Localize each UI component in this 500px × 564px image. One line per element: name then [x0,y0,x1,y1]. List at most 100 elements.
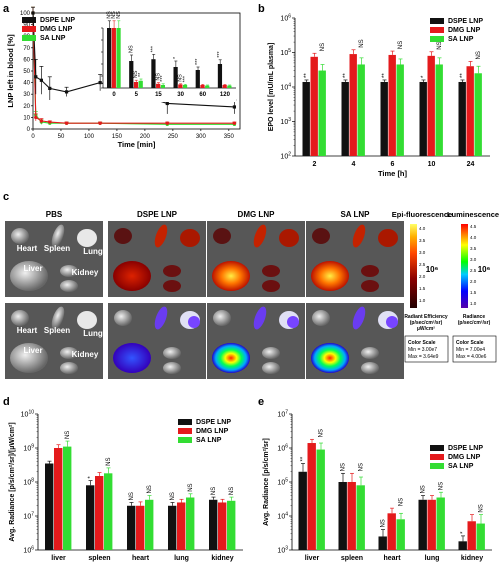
inset-bar [178,84,183,88]
image-tile [306,221,404,297]
y-axis-label: Avg. Radiance [p/s/cm²/sr] [263,438,270,526]
data-point [232,121,237,125]
bar [298,471,307,550]
category-label: kidney [461,555,483,562]
inset-bar [160,85,165,88]
bar [338,482,347,550]
bar [209,499,218,550]
bar [388,54,396,157]
significance-label: *** [182,75,188,82]
significance-label: NS [359,463,365,471]
bar [476,523,485,550]
bar [427,499,436,550]
legend-swatch [22,17,36,23]
inset-bar [205,85,210,88]
inset-bar [195,70,200,88]
heart-tissue [11,228,29,244]
organ-label: Kidney [72,268,99,277]
bar [474,73,482,156]
y-tick-label: 60 [23,57,30,63]
legend-entry: DSPE LNP [448,18,483,25]
x-axis-label: Time [h] [378,169,408,178]
significance-label: NS [319,429,325,437]
significance-label: NS [229,487,235,495]
spleen-tissue [352,306,366,330]
y-tick-label: 20 [23,104,30,110]
scale-exponent: 10⁶ [426,265,439,274]
bar [307,443,316,550]
kidney-tissue [60,265,78,277]
panel-b: b 102 103 104 105 106 ** NS 2 ** NS 4 ** NS 6 * NS 10 ** NS… [258,3,490,178]
image-tile [5,303,103,379]
scale-tick: 2.5 [419,262,426,267]
data-point [64,90,69,94]
category-label: heart [132,555,150,562]
inset-category-label: 120 [220,92,231,98]
scale-tick: 3.5 [470,246,477,251]
bar [380,81,388,156]
color-scale-min: Min = 3.00e7 [408,347,437,353]
kidney-tissue [163,280,181,292]
bar [396,64,404,156]
lung-tissue [180,229,200,247]
epi-color-scale-box [404,335,449,363]
column-header: SA LNP [340,210,370,219]
lum-color-scale-box [452,335,497,363]
significance-label: ** [138,72,144,77]
image-tile [207,303,305,379]
significance-label: * [461,531,467,534]
epi-colorbar [410,224,417,308]
scale-unit: Radiance [463,314,485,320]
significance-label: NS [381,519,387,527]
scale-tick: 1.5 [419,286,426,291]
significance-label: NS [155,73,161,81]
x-tick-label: 250 [168,134,179,140]
heart-tissue [213,228,231,244]
significance-label: *** [195,58,201,65]
x-tick-label: 150 [112,134,123,140]
organ-label: Kidney [72,350,99,359]
scale-tick: 1.5 [470,290,477,295]
data-point [165,101,169,106]
bar [349,54,357,157]
tick-label: 106 [280,14,291,23]
significance-label: NS [178,74,184,82]
heart-tissue [312,228,330,244]
inset-bar [156,83,161,88]
tick-label: 104 [277,512,288,521]
x-tick-label: 0 [31,134,35,140]
lung-tissue [77,311,97,329]
x-axis-label: Time [min] [118,140,156,149]
bar [168,505,177,550]
image-tile [108,221,206,297]
bar [95,476,104,550]
legend-entry: SA LNP [196,437,222,444]
legend-swatch [22,35,36,41]
data-point [98,121,102,125]
significance-label: ** [382,73,388,78]
inset-bar [129,61,134,88]
category-label: liver [51,555,66,562]
data-point [48,86,52,90]
significance-label: *** [217,51,223,58]
inset-bar [182,85,188,88]
category-label: lung [425,555,440,562]
color-scale-title: Color Scale [408,340,436,346]
tick-label: 102 [280,152,291,161]
legend-swatch [430,27,444,33]
significance-label: NS [399,498,405,506]
significance-label: *** [160,75,166,82]
spleen-tissue [352,224,366,248]
legend-entry: DSPE LNP [40,17,75,24]
inset-category-label: 15 [155,92,162,98]
tick-label: 106 [23,546,34,555]
y-axis-label: LNP left in blood [%] [6,34,15,108]
scale-tick: 4.5 [470,224,477,229]
legend-swatch [430,445,444,451]
panel-d: d 106 107 108 109 1010 NS liver * NS spleen NS NS hea… [3,396,243,562]
liver-tissue [311,261,349,291]
legend-entry: DMG LNP [40,26,73,33]
panel-a: a010203040506070809010005010015020025030… [3,3,241,149]
x-tick-label: 350 [224,134,235,140]
color-scale-max: Max = 4.00e6 [456,354,487,360]
